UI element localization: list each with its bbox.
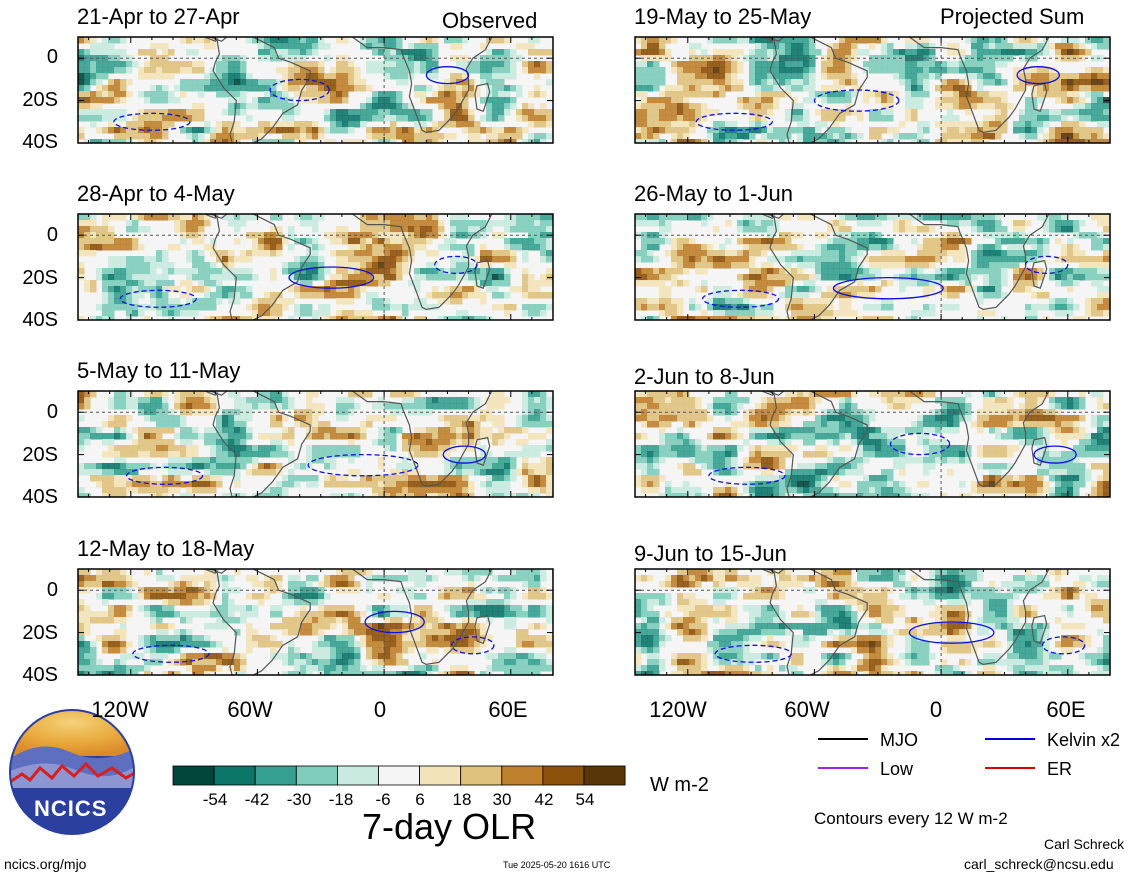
colorbar-tick: 18 — [452, 790, 472, 809]
colorbar — [172, 765, 626, 786]
colorbar-units: W m-2 — [650, 774, 709, 796]
colorbar-tick: 30 — [492, 790, 512, 809]
lon-label-60w: 60W — [784, 697, 830, 722]
panel-title-proj-4: 9-Jun to 15-Jun — [634, 541, 787, 566]
panel-title-proj-2: 26-May to 1-Jun — [634, 181, 793, 206]
lon-label-120w: 120W — [649, 697, 707, 722]
colorbar-swatch — [254, 765, 297, 786]
colorbar-swatch — [213, 765, 256, 786]
colorbar-swatch — [419, 765, 462, 786]
colorbar-tick: -6 — [375, 790, 391, 809]
lon-label-60e: 60E — [1046, 697, 1086, 722]
logo-text: NCICS — [34, 796, 108, 821]
colorbar-swatch — [378, 765, 420, 786]
legend-label-er: ER — [1047, 759, 1073, 779]
lon-label-0: 0 — [929, 697, 943, 722]
lat-label-0: 0 — [46, 579, 58, 601]
lat-label-40s: 40S — [22, 664, 58, 686]
map-panel — [634, 568, 1111, 676]
colorbar-tick: -30 — [286, 790, 312, 809]
projected-header: Projected Sum — [940, 4, 1085, 29]
variable-title: 7-day OLR — [362, 806, 537, 847]
footer-author: Carl Schreck — [1044, 836, 1125, 852]
lat-label-20s: 20S — [22, 89, 58, 111]
colorbar-swatch — [501, 765, 544, 786]
lat-label-40s: 40S — [22, 309, 58, 331]
lat-label-40s: 40S — [22, 486, 58, 508]
map-panel — [77, 390, 554, 498]
colorbar-tick: 6 — [415, 790, 425, 809]
colorbar-swatch — [336, 765, 379, 786]
footer-email[interactable]: carl_schreck@ncsu.edu — [964, 856, 1114, 872]
lat-label-0: 0 — [46, 401, 58, 423]
map-panel — [77, 213, 554, 321]
map-panel — [77, 36, 554, 144]
observed-header: Observed — [442, 8, 538, 33]
colorbar-tick: 54 — [575, 790, 595, 809]
lon-label-60e: 60E — [488, 697, 528, 722]
legend-label-mjo: MJO — [880, 730, 918, 750]
lat-label-40s: 40S — [22, 131, 58, 153]
colorbar-tick: -42 — [244, 790, 270, 809]
panel-title-obs-2: 28-Apr to 4-May — [77, 181, 235, 206]
ncics-logo — [9, 709, 135, 835]
lat-label-0: 0 — [46, 46, 58, 68]
lat-label-0: 0 — [46, 224, 58, 246]
legend-label-low: Low — [880, 759, 914, 779]
panel-title-proj-3: 2-Jun to 8-Jun — [634, 364, 775, 389]
lon-label-0: 0 — [373, 697, 387, 722]
lat-label-20s: 20S — [22, 622, 58, 644]
panel-title-obs-4: 12-May to 18-May — [77, 536, 255, 561]
panel-title-obs-3: 5-May to 11-May — [77, 358, 241, 383]
lat-label-20s: 20S — [22, 444, 58, 466]
lon-label-60w: 60W — [227, 697, 273, 722]
map-panel — [634, 390, 1111, 498]
legend-label-kelvin: Kelvin x2 — [1047, 730, 1121, 750]
map-panel — [77, 568, 554, 676]
map-panel — [634, 213, 1111, 321]
panel-title-obs-1: 21-Apr to 27-Apr — [77, 4, 240, 29]
colorbar-swatch — [172, 765, 215, 786]
colorbar-swatch — [460, 765, 503, 786]
colorbar-swatch — [583, 765, 626, 786]
lon-label-120w: 120W — [91, 697, 149, 722]
colorbar-tick: 42 — [534, 790, 554, 809]
contour-interval-note: Contours every 12 W m-2 — [814, 809, 1008, 828]
footer-timestamp: Tue 2025-05-20 1616 UTC — [503, 860, 611, 870]
panel-title-proj-1: 19-May to 25-May — [634, 4, 812, 29]
colorbar-swatch — [295, 765, 338, 786]
footer-url[interactable]: ncics.org/mjo — [4, 856, 87, 872]
colorbar-swatch — [542, 765, 585, 786]
contour-legend-lines — [818, 738, 1035, 769]
map-panels — [77, 36, 1111, 676]
map-panel — [634, 36, 1111, 144]
colorbar-tick: -54 — [202, 790, 228, 809]
colorbar-tick: -18 — [328, 790, 354, 809]
lat-label-20s: 20S — [22, 267, 58, 289]
